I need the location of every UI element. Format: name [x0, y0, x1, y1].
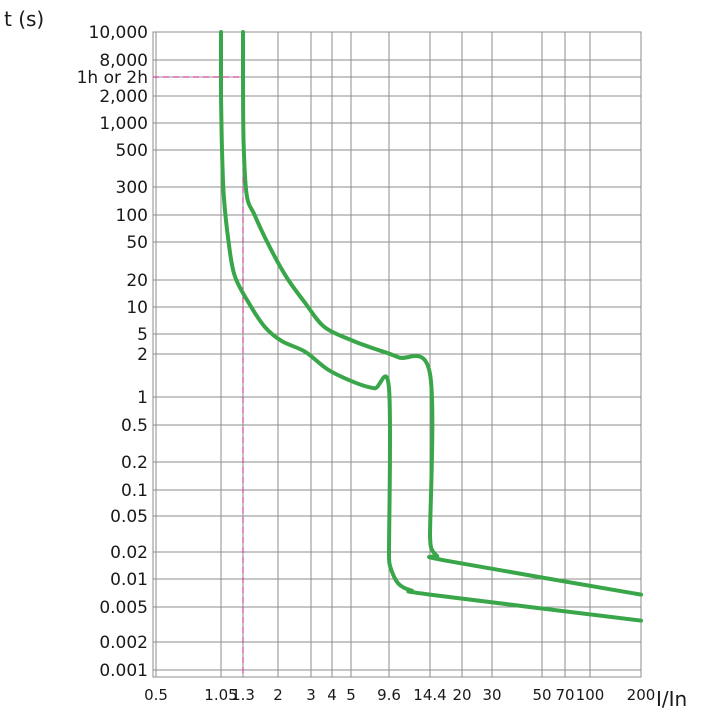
y-tick-label-5: 0.05 [110, 507, 148, 527]
x-tick-label-14: 200 [627, 686, 656, 704]
y-tick-label-20: 1h or 2h [77, 68, 148, 88]
y-tick-label-12: 10 [126, 298, 148, 318]
y-tick-label-17: 500 [116, 141, 148, 161]
x-axis-label: I/In [656, 687, 687, 711]
y-axis-label: t (s) [4, 7, 44, 31]
x-tick-label-1: 1.05 [204, 686, 237, 704]
y-tick-label-22: 10,000 [89, 23, 148, 43]
y-tick-label-19: 2,000 [99, 87, 148, 107]
y-tick-label-11: 5 [137, 325, 148, 345]
x-tick-label-4: 3 [306, 686, 316, 704]
x-tick-label-5: 4 [327, 686, 337, 704]
x-tick-label-9: 20 [452, 686, 471, 704]
y-tick-label-13: 20 [126, 271, 148, 291]
y-tick-label-0: 0.001 [99, 661, 148, 681]
guide-lines [153, 76, 244, 677]
x-tick-label-8: 14.4 [413, 686, 446, 704]
y-tick-label-2: 0.005 [99, 598, 148, 618]
y-tick-labels: 0.001 0.002 0.005 0.01 0.02 0.05 0.1 0.2 0.5 1 25 1… [77, 23, 148, 681]
x-tick-label-13: 100 [576, 686, 605, 704]
x-tick-label-6: 5 [346, 686, 356, 704]
y-tick-label-9: 1 [137, 388, 148, 408]
y-tick-label-16: 300 [116, 178, 148, 198]
x-tick-label-10: 30 [482, 686, 501, 704]
plot-frame [152, 31, 642, 678]
x-tick-label-2: 1.3 [231, 686, 255, 704]
x-tick-label-0: 0.5 [144, 686, 168, 704]
trip-curves [219, 30, 643, 623]
y-tick-label-15: 100 [116, 206, 148, 226]
x-tick-label-7: 9.6 [377, 686, 401, 704]
x-tick-label-3: 2 [273, 686, 283, 704]
trip-curve-0 [219, 30, 643, 623]
x-tick-label-11: 50 [532, 686, 551, 704]
y-tick-label-6: 0.1 [121, 481, 148, 501]
horizontal-grid [153, 31, 641, 671]
y-tick-label-8: 0.5 [121, 416, 148, 436]
y-tick-label-1: 0.002 [99, 633, 148, 653]
x-tick-label-12: 70 [555, 686, 574, 704]
y-tick-label-7: 0.2 [121, 453, 148, 473]
x-tick-labels: 0.5 1.051.3 2 3 4 5 9.6 14.4 20 30 50 70 100 200 [144, 686, 655, 704]
y-tick-label-3: 0.01 [110, 570, 148, 590]
y-tick-label-18: 1,000 [99, 114, 148, 134]
y-tick-label-4: 0.02 [110, 543, 148, 563]
y-tick-label-10: 2 [137, 345, 148, 365]
y-tick-label-21: 8,000 [99, 51, 148, 71]
y-tick-label-14: 50 [126, 233, 148, 253]
trip-curve-1 [241, 30, 643, 597]
